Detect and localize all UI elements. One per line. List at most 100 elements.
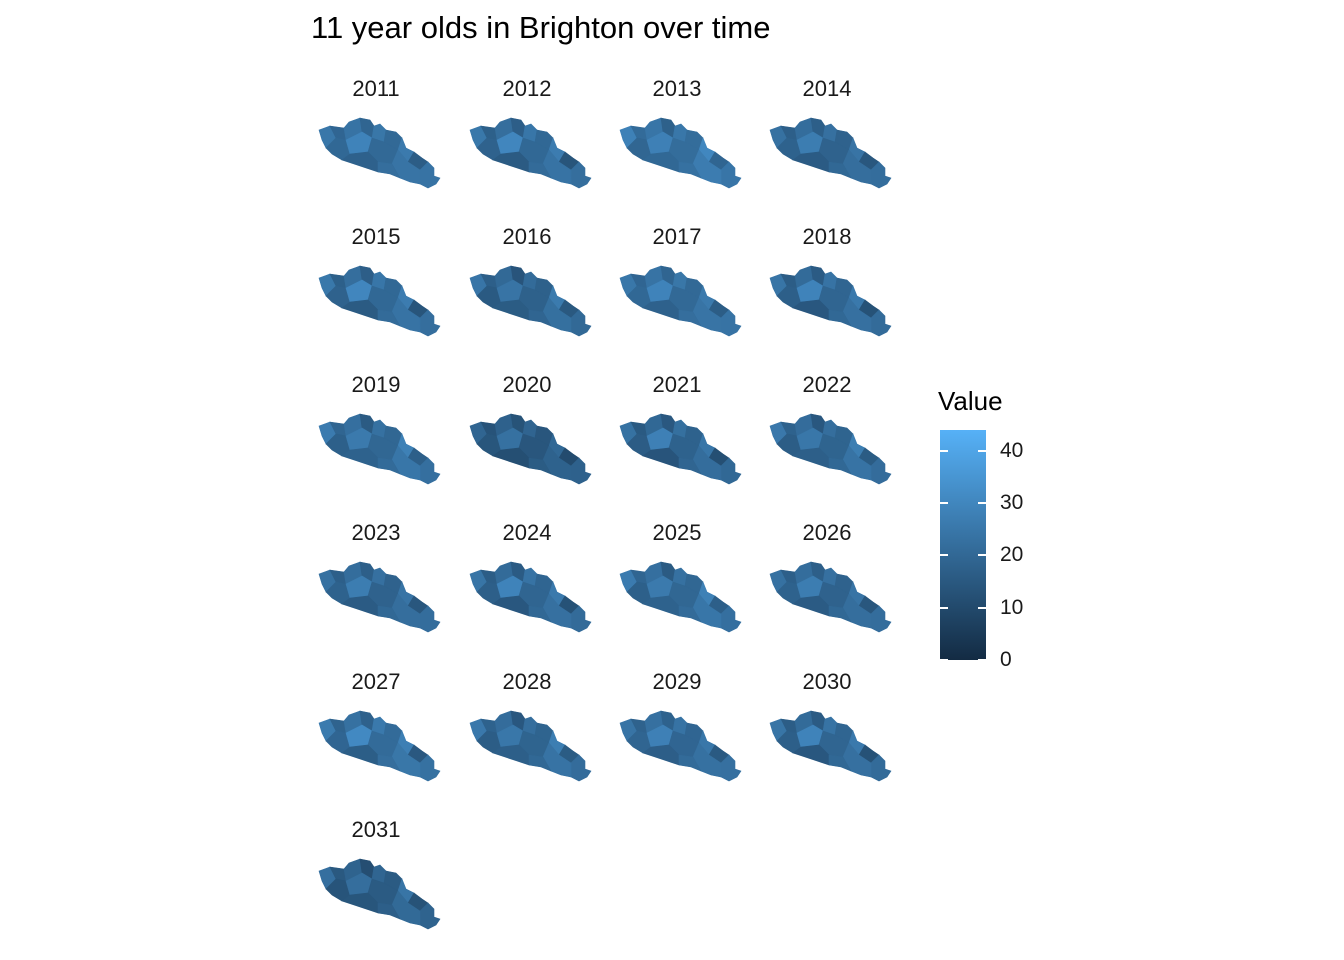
legend-tick-mark xyxy=(940,449,948,452)
facet-panel-2016: 2016 xyxy=(457,224,597,344)
facet-panel-2029: 2029 xyxy=(607,669,747,789)
map-region xyxy=(377,309,401,327)
facet-label: 2026 xyxy=(802,520,852,545)
legend-tick-mark xyxy=(940,606,948,609)
facet-label: 2025 xyxy=(652,520,702,545)
facet-panel-2024: 2024 xyxy=(457,520,597,640)
legend-tick-label: 30 xyxy=(1000,491,1024,515)
map-region xyxy=(678,754,702,772)
legend-colorbar xyxy=(940,430,986,660)
facet-panel-2011: 2011 xyxy=(306,76,446,196)
facet-label: 2019 xyxy=(351,372,401,397)
facet-label: 2017 xyxy=(652,224,702,249)
facet-panel-2023: 2023 xyxy=(306,520,446,640)
brighton-map xyxy=(318,413,441,485)
legend-tick-mark xyxy=(978,449,986,452)
map-region xyxy=(828,457,852,475)
facet-label: 2011 xyxy=(352,76,400,101)
brighton-map xyxy=(469,265,592,337)
map-region xyxy=(828,161,852,179)
map-region xyxy=(528,309,552,327)
facet-panel-2021: 2021 xyxy=(607,372,747,492)
color-legend: Value 0 10 20 30 40 xyxy=(938,386,1058,676)
facet-label: 2012 xyxy=(502,76,552,101)
brighton-map xyxy=(619,117,742,189)
map-region xyxy=(678,457,702,475)
legend-tick-label: 20 xyxy=(1000,543,1024,567)
brighton-map xyxy=(469,710,592,782)
map-region xyxy=(528,161,552,179)
legend-tick-label: 40 xyxy=(1000,438,1024,462)
facet-panel-2022: 2022 xyxy=(757,372,897,492)
chart-title: 11 year olds in Brighton over time xyxy=(311,10,771,45)
map-region xyxy=(828,605,852,623)
legend-tick-mark xyxy=(978,554,986,557)
map-region xyxy=(377,161,401,179)
facet-panel-2017: 2017 xyxy=(607,224,747,344)
legend-tick-mark xyxy=(940,502,948,505)
map-region xyxy=(678,605,702,623)
map-region xyxy=(678,161,702,179)
brighton-map xyxy=(619,561,742,633)
legend-tick-mark xyxy=(978,502,986,505)
facet-panel-2030: 2030 xyxy=(757,669,897,789)
facet-label: 2018 xyxy=(802,224,852,249)
facet-panel-2013: 2013 xyxy=(607,76,747,196)
legend-tick-mark xyxy=(940,554,948,557)
brighton-map xyxy=(469,117,592,189)
brighton-map xyxy=(318,561,441,633)
legend-tick-label: 10 xyxy=(1000,595,1024,619)
map-region xyxy=(678,309,702,327)
map-region xyxy=(377,754,401,772)
brighton-map xyxy=(318,265,441,337)
brighton-map xyxy=(469,561,592,633)
map-region xyxy=(528,457,552,475)
map-region xyxy=(377,605,401,623)
legend-tick-mark xyxy=(940,659,948,661)
facet-panel-2018: 2018 xyxy=(757,224,897,344)
facet-panel-2012: 2012 xyxy=(457,76,597,196)
legend-title: Value xyxy=(938,386,1003,416)
map-region xyxy=(828,754,852,772)
facet-label: 2016 xyxy=(502,224,552,249)
brighton-map xyxy=(619,413,742,485)
brighton-map xyxy=(318,710,441,782)
facet-label: 2031 xyxy=(351,817,401,842)
facet-panel-2020: 2020 xyxy=(457,372,597,492)
facet-panel-2027: 2027 xyxy=(306,669,446,789)
facet-label: 2030 xyxy=(802,669,852,694)
brighton-map xyxy=(769,413,892,485)
brighton-map xyxy=(318,117,441,189)
map-region xyxy=(528,605,552,623)
map-region xyxy=(377,457,401,475)
legend-tick-mark xyxy=(978,659,986,661)
facet-label: 2029 xyxy=(652,669,702,694)
brighton-map xyxy=(619,710,742,782)
facet-panel-2014: 2014 xyxy=(757,76,897,196)
legend-tick-label: 0 xyxy=(1000,648,1012,671)
facet-panel-2025: 2025 xyxy=(607,520,747,640)
facet-panel-2015: 2015 xyxy=(306,224,446,344)
facet-panel-2019: 2019 xyxy=(306,372,446,492)
facet-label: 2020 xyxy=(502,372,552,397)
facet-label: 2022 xyxy=(802,372,852,397)
facet-label: 2021 xyxy=(652,372,702,397)
brighton-map xyxy=(318,858,441,930)
brighton-map xyxy=(769,561,892,633)
map-region xyxy=(377,902,401,920)
facet-label: 2014 xyxy=(802,76,852,101)
brighton-map xyxy=(469,413,592,485)
facet-panel-2026: 2026 xyxy=(757,520,897,640)
facet-label: 2015 xyxy=(351,224,401,249)
facet-label: 2027 xyxy=(351,669,401,694)
brighton-map xyxy=(619,265,742,337)
facet-label: 2013 xyxy=(652,76,702,101)
brighton-map xyxy=(769,710,892,782)
legend-tick-mark xyxy=(978,606,986,609)
brighton-map xyxy=(769,117,892,189)
map-region xyxy=(828,309,852,327)
facet-label: 2028 xyxy=(502,669,552,694)
facet-panel-2031: 2031 xyxy=(306,817,446,937)
map-region xyxy=(528,754,552,772)
